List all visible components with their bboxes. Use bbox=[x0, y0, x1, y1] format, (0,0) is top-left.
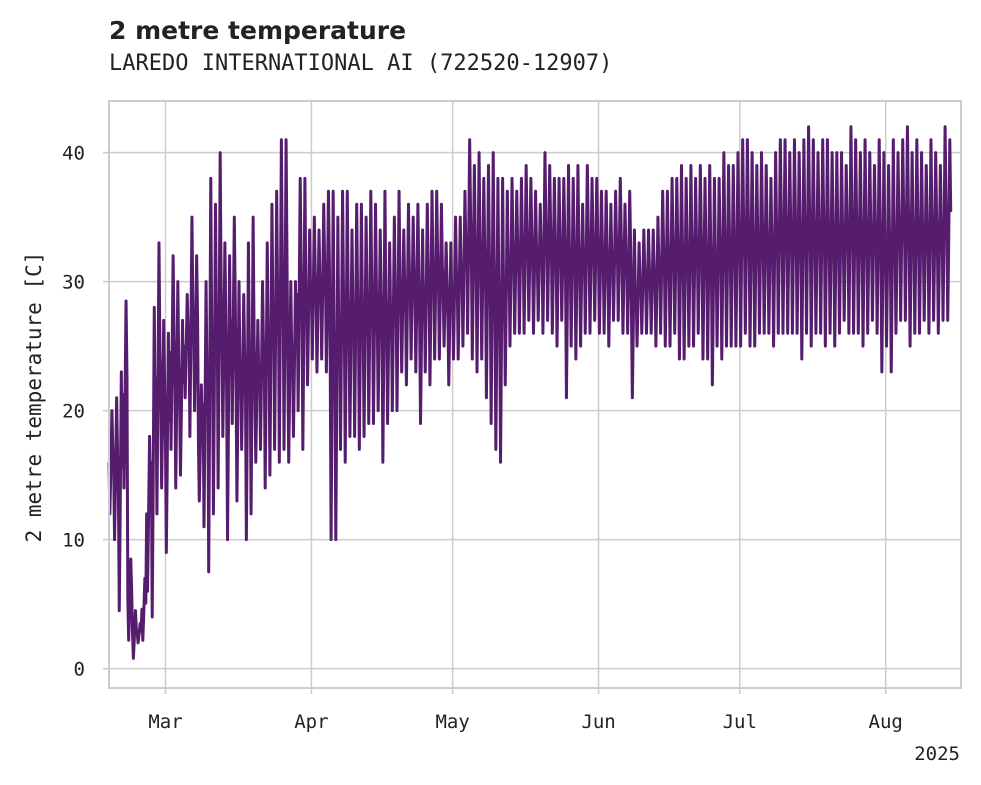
y-axis-label: 2 metre temperature [C] bbox=[22, 252, 46, 543]
x-axis-year-label: 2025 bbox=[914, 743, 960, 765]
chart-title: 2 metre temperature bbox=[109, 16, 407, 45]
chart-subtitle: LAREDO INTERNATIONAL AI (722520-12907) bbox=[109, 51, 613, 76]
y-tick-label: 30 bbox=[62, 272, 85, 294]
y-tick-label: 20 bbox=[62, 401, 85, 423]
x-tick-label: Mar bbox=[148, 711, 182, 733]
series-layer bbox=[107, 125, 953, 660]
x-tick-label: Jul bbox=[723, 711, 757, 733]
y-tick-label: 10 bbox=[62, 530, 85, 552]
x-tick-label: May bbox=[435, 711, 469, 733]
y-axis-ticks: 0 10 20 30 40 bbox=[62, 143, 85, 681]
y-tick-label: 0 bbox=[74, 659, 85, 681]
x-tick-label: Jun bbox=[581, 711, 615, 733]
x-tick-label: Aug bbox=[869, 711, 903, 733]
x-tick-label: Apr bbox=[294, 711, 328, 733]
temperature-series-line bbox=[107, 125, 953, 660]
y-tick-label: 40 bbox=[62, 143, 85, 165]
x-axis-ticks: Mar Apr May Jun Jul Aug bbox=[148, 711, 903, 733]
plot-frame bbox=[108, 100, 962, 689]
